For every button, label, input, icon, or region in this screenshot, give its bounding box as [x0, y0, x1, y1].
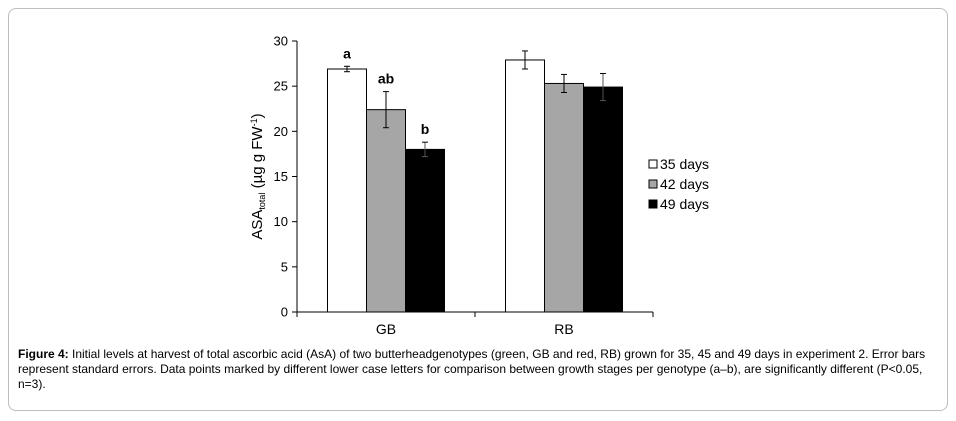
bar: [366, 109, 406, 313]
chart-bars: [327, 59, 623, 313]
significance-label: a: [343, 45, 351, 61]
legend-swatch: [648, 199, 658, 209]
significance-label: ab: [378, 71, 394, 87]
figure-caption: Figure 4: Initial levels at harvest of t…: [18, 347, 940, 392]
y-tick-label: 20: [274, 124, 288, 139]
chart-error-bars: [344, 50, 606, 158]
chart-significance-labels: a ab b: [343, 45, 429, 137]
bar-chart: 0 5 10 15 20 25 30 GB RB a ab b 35 days 42 days 49 d…: [249, 34, 709, 338]
bar: [327, 68, 367, 313]
y-tick-label: 25: [274, 79, 288, 94]
x-tick-label: GB: [376, 321, 396, 337]
legend-label: 35 days: [660, 156, 709, 172]
bar: [583, 86, 623, 313]
y-axis-label: ASAtotal (µg g FW-1): [249, 113, 267, 239]
legend-label: 49 days: [660, 196, 709, 212]
bar: [505, 59, 545, 313]
y-tick-label: 15: [274, 169, 288, 184]
chart-legend: 35 days 42 days 49 days: [648, 156, 709, 212]
y-tick-label: 5: [281, 259, 288, 274]
legend-swatch: [648, 179, 658, 189]
figure-frame: [8, 8, 948, 411]
x-tick-label: RB: [554, 321, 573, 337]
caption-label: Figure 4:: [18, 347, 69, 361]
caption-text: Initial levels at harvest of total ascor…: [18, 347, 926, 391]
significance-label: b: [421, 121, 430, 137]
legend-swatch: [648, 159, 658, 169]
legend-label: 42 days: [660, 176, 709, 192]
y-tick-label: 10: [274, 214, 288, 229]
bar: [405, 148, 445, 313]
y-tick-label: 0: [281, 305, 288, 320]
y-tick-label: 30: [274, 34, 288, 49]
bar: [544, 82, 584, 313]
